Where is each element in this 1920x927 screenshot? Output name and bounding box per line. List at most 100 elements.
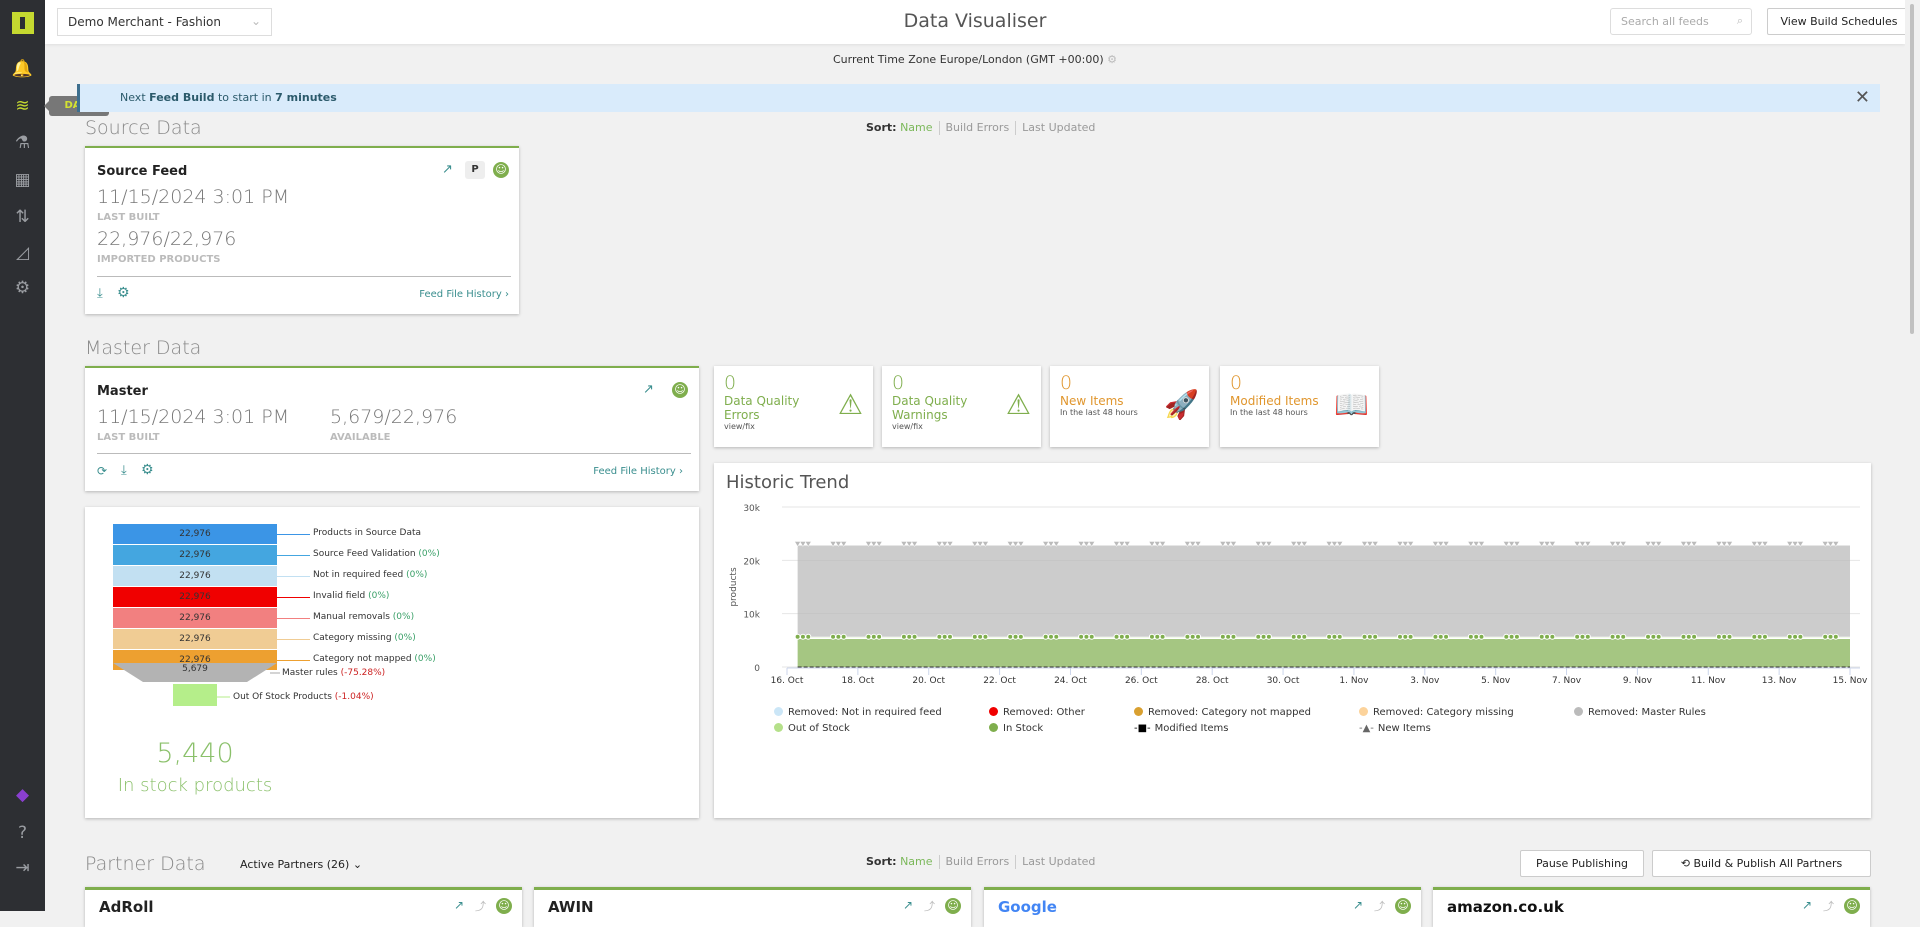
in-stock-point[interactable] xyxy=(1078,633,1085,640)
in-stock-point[interactable] xyxy=(1007,633,1014,640)
in-stock-point[interactable] xyxy=(1113,633,1120,640)
master-rules-point[interactable] xyxy=(1017,541,1025,547)
in-stock-point[interactable] xyxy=(870,633,877,640)
master-rules-point[interactable] xyxy=(1442,541,1450,547)
master-rules-point[interactable] xyxy=(1437,541,1445,547)
in-stock-point[interactable] xyxy=(1301,633,1308,640)
master-rules-point[interactable] xyxy=(1088,541,1096,547)
in-stock-point[interactable] xyxy=(1680,633,1687,640)
master-rules-point[interactable] xyxy=(941,541,949,547)
master-rules-point[interactable] xyxy=(1113,541,1120,547)
master-rules-point[interactable] xyxy=(1123,541,1131,547)
master-rules-point[interactable] xyxy=(1584,541,1592,547)
master-rules-point[interactable] xyxy=(1756,541,1764,547)
master-rules-point[interactable] xyxy=(1791,541,1799,547)
master-rules-point[interactable] xyxy=(1295,541,1303,547)
external-link-icon[interactable]: ↗ xyxy=(1352,898,1363,912)
master-rules-point[interactable] xyxy=(1649,541,1657,547)
transfer-arrows-icon[interactable]: ⇅ xyxy=(15,207,30,227)
in-stock-point[interactable] xyxy=(1230,633,1237,640)
in-stock-point[interactable] xyxy=(1154,633,1161,640)
stat-card[interactable]: 0 New Items In the last 48 hours 🚀 xyxy=(1050,366,1209,447)
logout-icon[interactable]: ⇥ xyxy=(15,858,30,878)
in-stock-point[interactable] xyxy=(1432,633,1439,640)
in-stock-point[interactable] xyxy=(876,633,883,640)
in-stock-point[interactable] xyxy=(1407,633,1414,640)
in-stock-point[interactable] xyxy=(1336,633,1343,640)
in-stock-point[interactable] xyxy=(1792,633,1799,640)
build-publish-all-button[interactable]: ⟲ Build & Publish All Partners xyxy=(1652,850,1871,877)
master-rules-point[interactable] xyxy=(1821,541,1829,547)
in-stock-point[interactable] xyxy=(1088,633,1095,640)
in-stock-point[interactable] xyxy=(1579,633,1586,640)
in-stock-point[interactable] xyxy=(1538,633,1545,640)
master-rules-point[interactable] xyxy=(1579,541,1586,547)
master-rules-point[interactable] xyxy=(1290,541,1298,547)
master-rules-point[interactable] xyxy=(1265,541,1273,547)
in-stock-point[interactable] xyxy=(1265,633,1272,640)
master-rules-point[interactable] xyxy=(1006,541,1014,547)
master-rules-point[interactable] xyxy=(1685,541,1693,547)
in-stock-point[interactable] xyxy=(971,633,978,640)
master-rules-point[interactable] xyxy=(1467,541,1475,547)
close-icon[interactable]: ✕ xyxy=(1854,87,1870,108)
in-stock-point[interactable] xyxy=(1513,633,1520,640)
in-stock-point[interactable] xyxy=(1012,633,1019,640)
master-rules-point[interactable] xyxy=(981,541,989,547)
in-stock-point[interactable] xyxy=(1437,633,1444,640)
in-stock-point[interactable] xyxy=(1396,633,1403,640)
sort-build-errors[interactable]: Build Errors xyxy=(945,855,1010,868)
in-stock-point[interactable] xyxy=(1549,633,1556,640)
master-rules-point[interactable] xyxy=(1148,541,1156,547)
app-logo[interactable] xyxy=(12,12,34,34)
area-chart-icon[interactable]: ◿ xyxy=(15,243,30,263)
master-rules-point[interactable] xyxy=(976,541,984,547)
master-rules-point[interactable] xyxy=(1077,541,1085,547)
master-rules-point[interactable] xyxy=(1720,541,1728,547)
in-stock-point[interactable] xyxy=(1822,633,1829,640)
in-stock-point[interactable] xyxy=(1184,633,1191,640)
in-stock-point[interactable] xyxy=(1721,633,1728,640)
legend-item[interactable]: Out of Stock xyxy=(774,723,850,734)
in-stock-point[interactable] xyxy=(794,633,801,640)
master-rules-point[interactable] xyxy=(1614,541,1622,547)
in-stock-point[interactable] xyxy=(941,633,948,640)
master-rules-point[interactable] xyxy=(804,541,812,547)
master-rules-point[interactable] xyxy=(1502,541,1510,547)
in-stock-point[interactable] xyxy=(1685,633,1692,640)
in-stock-point[interactable] xyxy=(1372,633,1379,640)
master-rules-point[interactable] xyxy=(911,541,919,547)
sort-build-errors[interactable]: Build Errors xyxy=(945,121,1010,134)
in-stock-point[interactable] xyxy=(1083,633,1090,640)
in-stock-point[interactable] xyxy=(1478,633,1485,640)
master-rules-point[interactable] xyxy=(1407,541,1415,547)
in-stock-point[interactable] xyxy=(1827,633,1834,640)
master-rules-point[interactable] xyxy=(935,541,943,547)
master-rules-point[interactable] xyxy=(1609,541,1617,547)
master-rules-point[interactable] xyxy=(794,541,802,547)
master-rules-point[interactable] xyxy=(1159,541,1167,547)
in-stock-point[interactable] xyxy=(1691,633,1698,640)
legend-item[interactable]: Removed: Category not mapped xyxy=(1134,707,1311,718)
in-stock-point[interactable] xyxy=(805,633,812,640)
legend-item[interactable]: -■- Modified Items xyxy=(1134,723,1229,734)
layers-icon[interactable]: ≋ xyxy=(15,96,30,116)
master-rules-point[interactable] xyxy=(1366,541,1374,547)
in-stock-point[interactable] xyxy=(1473,633,1480,640)
master-rules-point[interactable] xyxy=(1012,541,1019,547)
master-rules-point[interactable] xyxy=(1189,541,1197,547)
master-rules-point[interactable] xyxy=(1644,541,1652,547)
help-icon[interactable]: ? xyxy=(17,823,28,843)
in-stock-point[interactable] xyxy=(936,633,943,640)
in-stock-point[interactable] xyxy=(1574,633,1581,640)
master-rules-point[interactable] xyxy=(1224,541,1232,547)
master-rules-point[interactable] xyxy=(1401,541,1409,547)
master-rules-point[interactable] xyxy=(1082,541,1090,547)
stat-card[interactable]: 0 Data Quality Errors view/fix ⚠ xyxy=(714,366,873,447)
gear-icon[interactable]: ⚙ xyxy=(117,285,130,301)
in-stock-point[interactable] xyxy=(1609,633,1616,640)
in-stock-point[interactable] xyxy=(840,633,847,640)
master-rules-point[interactable] xyxy=(1260,541,1268,547)
master-rules-point[interactable] xyxy=(1827,541,1834,547)
master-rules-point[interactable] xyxy=(1832,541,1840,547)
